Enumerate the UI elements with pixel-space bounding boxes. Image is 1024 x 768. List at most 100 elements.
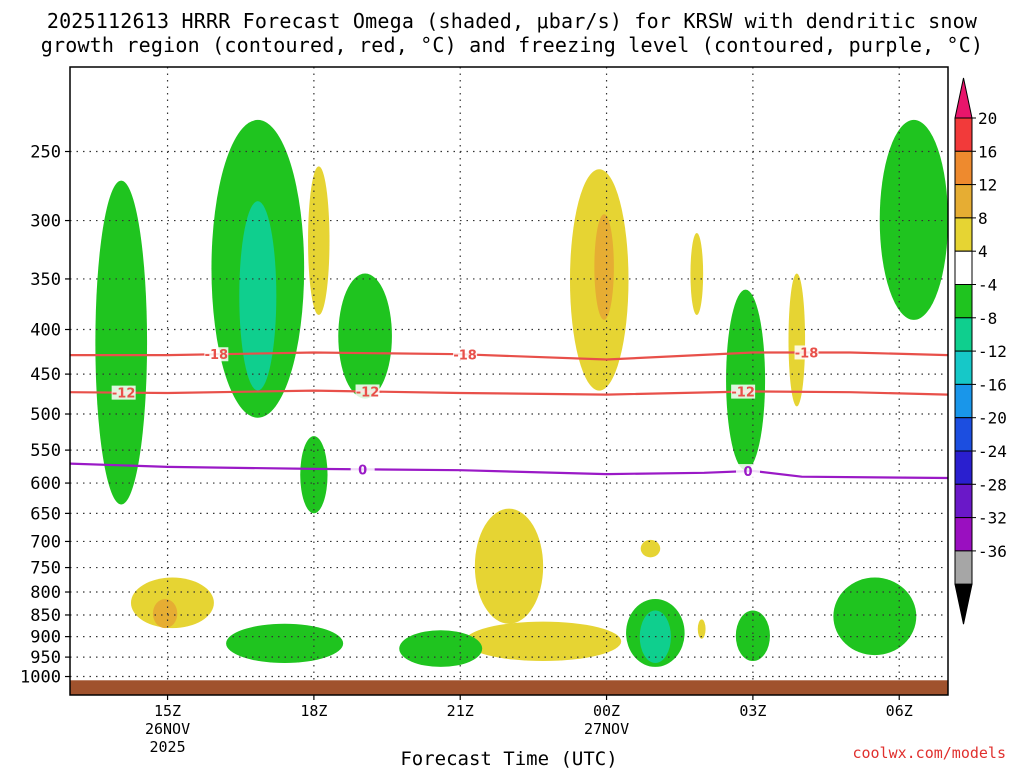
y-tick-label: 750 <box>30 559 61 579</box>
contour-label: 0 <box>743 465 752 480</box>
y-tick-label: 500 <box>30 405 61 425</box>
colorbar-label: 4 <box>978 242 988 261</box>
contour-label-bg <box>453 347 478 362</box>
contour-label-bg <box>731 384 756 399</box>
omega-cell <box>879 119 948 320</box>
omega-cell <box>640 539 661 558</box>
x-tick-label: 18Z <box>300 702 327 720</box>
omega-cell <box>474 508 544 624</box>
colorbar-swatch <box>954 517 973 552</box>
surface-band <box>70 680 948 695</box>
x-tick-label: 06Z <box>886 702 913 720</box>
colorbar-swatch <box>954 550 973 585</box>
chart-title-line-2: growth region (contoured, red, °C) and f… <box>40 33 984 57</box>
colorbar-swatch <box>954 317 973 352</box>
x-tick-date: 26NOV <box>145 720 190 738</box>
contour-label: -12 <box>356 385 380 400</box>
colorbar-bottom-arrow <box>954 583 973 625</box>
colorbar-swatch <box>954 150 973 186</box>
plot-frame <box>69 66 949 696</box>
y-tick-label: 950 <box>30 648 61 668</box>
contour-label: -18 <box>795 346 819 361</box>
colorbar-label: -16 <box>978 375 1007 394</box>
colorbar-label: -28 <box>978 475 1007 494</box>
contour-label: 0 <box>358 463 367 478</box>
colorbar-label: 8 <box>978 209 988 228</box>
contour-layer: -18 -18 -18 -12 -12 -12 0 0 <box>69 345 949 480</box>
contour-line <box>70 351 949 361</box>
contour-label-bg <box>794 345 819 360</box>
colorbar-label: 12 <box>978 176 997 195</box>
y-tick-label: 400 <box>30 321 61 341</box>
y-tick-label: 650 <box>30 504 61 524</box>
omega-cell <box>833 577 917 656</box>
colorbar-swatch <box>954 383 973 419</box>
colorbar-label: -32 <box>978 509 1007 528</box>
colorbar-swatch <box>954 284 973 319</box>
y-tick-label: 300 <box>30 212 61 232</box>
y-tick-label: 350 <box>30 270 61 290</box>
contour-label: -12 <box>731 386 755 401</box>
colorbar-swatch <box>954 483 973 519</box>
contour-label: -18 <box>205 348 229 363</box>
colorbar-swatch <box>954 117 973 152</box>
y-tick-label: 450 <box>30 365 61 385</box>
colorbar-label: -4 <box>978 276 997 295</box>
omega-cell <box>465 621 622 662</box>
y-tick-label: 550 <box>30 441 61 461</box>
colorbar-top-arrow <box>954 77 973 119</box>
omega-cell <box>239 201 277 391</box>
y-tick-label: 250 <box>30 143 61 163</box>
colorbar-label: 16 <box>978 142 997 161</box>
colorbar-swatch <box>954 217 973 252</box>
omega-cell <box>300 436 328 514</box>
omega-cell <box>399 630 483 667</box>
y-tick-label: 1000 <box>20 668 61 688</box>
contour-line <box>69 389 949 396</box>
omega-cell <box>735 610 770 662</box>
omega-cell <box>788 273 806 407</box>
x-tick-label: 03Z <box>739 702 766 720</box>
x-tick-year: 2025 <box>149 738 185 756</box>
omega-cell <box>697 619 706 639</box>
y-tick-label: 800 <box>30 583 61 603</box>
colorbar-label: 20 <box>978 109 997 128</box>
colorbar-swatch <box>954 184 973 219</box>
omega-cell <box>690 232 704 316</box>
axes-layer: 2503003504004505005506006507007508008509… <box>20 66 949 768</box>
x-tick-label: 15Z <box>154 702 181 720</box>
y-tick-label: 900 <box>30 628 61 648</box>
x-tick-label: 21Z <box>447 702 474 720</box>
y-tick-label: 850 <box>30 606 61 626</box>
colorbar-swatch <box>954 350 973 385</box>
contour-label-bg <box>350 462 375 477</box>
x-tick-label: 00Z <box>593 702 620 720</box>
colorbar: 20 16 12 8 4 -4 -8 -12 -16 -20 -24 -28 -32 -36 <box>954 77 1007 625</box>
colorbar-label: -12 <box>978 342 1007 361</box>
omega-cell <box>338 273 392 399</box>
colorbar-label: -20 <box>978 409 1007 428</box>
contour-label-bg <box>204 347 229 362</box>
omega-shading-layer <box>70 119 948 695</box>
x-axis-title: Forecast Time (UTC) <box>400 748 617 768</box>
contour-label: -18 <box>453 348 477 363</box>
y-tick-label: 600 <box>30 474 61 494</box>
contour-label: -12 <box>112 387 136 402</box>
grid-layer <box>70 67 948 681</box>
omega-cell <box>152 599 178 629</box>
omega-cell <box>726 289 766 471</box>
source-credit: coolwx.com/models <box>852 744 1006 762</box>
colorbar-label: -36 <box>978 542 1007 561</box>
colorbar-swatch <box>954 417 973 452</box>
contour-line <box>69 462 949 480</box>
colorbar-label: -24 <box>978 442 1007 461</box>
contour-label-bg <box>355 384 380 399</box>
colorbar-label: -8 <box>978 309 997 328</box>
omega-cell <box>594 214 614 320</box>
x-tick-date: 27NOV <box>584 720 629 738</box>
chart-title-line-1: 2025112613 HRRR Forecast Omega (shaded, … <box>46 9 978 33</box>
contour-label-bg <box>736 464 761 479</box>
omega-cell <box>308 166 330 316</box>
omega-cell <box>95 180 148 505</box>
